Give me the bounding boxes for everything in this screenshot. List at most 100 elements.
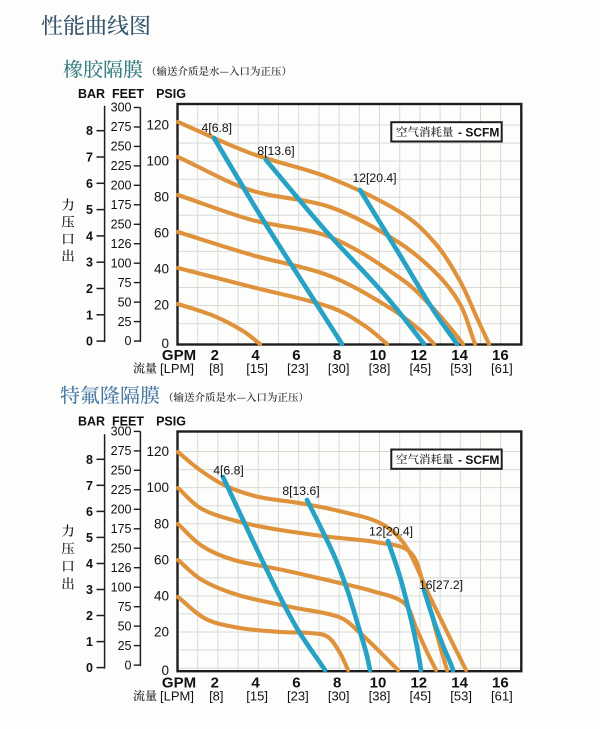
svg-text:2: 2	[211, 675, 219, 692]
svg-text:PSIG: PSIG	[156, 87, 186, 101]
svg-text:40: 40	[154, 589, 169, 604]
svg-text:- SCFM: - SCFM	[458, 453, 499, 467]
svg-text:6: 6	[292, 675, 300, 692]
svg-text:16: 16	[492, 347, 509, 364]
svg-text:120: 120	[146, 118, 169, 133]
svg-text:300: 300	[111, 101, 132, 115]
svg-text:25: 25	[118, 315, 132, 329]
svg-text:[15]: [15]	[246, 689, 268, 704]
svg-text:2: 2	[86, 609, 93, 623]
svg-text:FEET: FEET	[112, 414, 144, 428]
svg-text:175: 175	[111, 198, 132, 212]
svg-text:225: 225	[111, 159, 132, 173]
svg-text:4[6.8]: 4[6.8]	[202, 121, 233, 135]
svg-text:14: 14	[451, 347, 468, 364]
svg-text:16: 16	[492, 675, 509, 692]
svg-text:- SCFM: - SCFM	[458, 126, 499, 140]
svg-text:12: 12	[410, 347, 427, 364]
svg-text:7: 7	[86, 151, 93, 165]
svg-text:100: 100	[111, 580, 132, 594]
svg-text:60: 60	[154, 552, 169, 567]
svg-text:25: 25	[118, 639, 132, 653]
svg-text:[15]: [15]	[246, 361, 268, 376]
svg-text:BAR: BAR	[78, 87, 105, 101]
svg-text:75: 75	[118, 600, 132, 614]
svg-text:[30]: [30]	[328, 361, 350, 376]
svg-text:[45]: [45]	[409, 361, 431, 376]
svg-text:75: 75	[118, 276, 132, 290]
svg-text:50: 50	[118, 295, 132, 309]
svg-text:GPM: GPM	[162, 347, 196, 364]
svg-text:[23]: [23]	[287, 689, 309, 704]
svg-text:[38]: [38]	[369, 361, 391, 376]
svg-text:20: 20	[154, 625, 169, 640]
svg-text:40: 40	[154, 262, 169, 277]
svg-text:14: 14	[451, 675, 468, 692]
svg-text:8: 8	[333, 675, 341, 692]
svg-text:2: 2	[211, 347, 219, 364]
svg-text:PSIG: PSIG	[156, 414, 186, 428]
svg-text:[30]: [30]	[328, 689, 350, 704]
svg-text:0: 0	[161, 336, 169, 351]
svg-text:GPM: GPM	[162, 675, 196, 692]
svg-text:20: 20	[154, 298, 169, 313]
svg-text:6: 6	[86, 177, 93, 191]
svg-text:[53]: [53]	[450, 361, 472, 376]
svg-text:3: 3	[86, 256, 93, 270]
svg-text:300: 300	[111, 425, 132, 439]
svg-text:[45]: [45]	[409, 689, 431, 704]
svg-text:50: 50	[118, 619, 132, 633]
svg-text:[8]: [8]	[209, 361, 223, 376]
svg-text:0: 0	[161, 663, 169, 678]
svg-text:100: 100	[146, 154, 169, 169]
svg-text:[53]: [53]	[450, 689, 472, 704]
svg-text:12: 12	[410, 675, 427, 692]
svg-text:225: 225	[111, 483, 132, 497]
svg-text:200: 200	[111, 179, 132, 193]
svg-text:[LPM]: [LPM]	[160, 689, 194, 704]
svg-text:[38]: [38]	[369, 689, 391, 704]
svg-text:250: 250	[111, 542, 132, 556]
svg-text:126: 126	[111, 237, 132, 251]
svg-text:60: 60	[154, 226, 169, 241]
svg-text:80: 80	[154, 516, 169, 531]
svg-text:0: 0	[125, 334, 132, 348]
svg-text:8[13.6]: 8[13.6]	[282, 484, 319, 498]
svg-text:250: 250	[111, 140, 132, 154]
svg-text:7: 7	[86, 479, 93, 493]
svg-text:3: 3	[86, 583, 93, 597]
svg-text:275: 275	[111, 444, 132, 458]
svg-text:4: 4	[86, 229, 93, 243]
svg-text:1: 1	[86, 635, 93, 649]
svg-text:200: 200	[111, 503, 132, 517]
svg-text:[61]: [61]	[491, 689, 513, 704]
svg-text:10: 10	[370, 347, 387, 364]
svg-text:275: 275	[111, 120, 132, 134]
svg-text:16[27.2]: 16[27.2]	[419, 578, 463, 592]
svg-text:100: 100	[111, 256, 132, 270]
svg-text:BAR: BAR	[78, 414, 105, 428]
svg-text:0: 0	[86, 335, 93, 349]
svg-text:80: 80	[154, 190, 169, 205]
svg-text:1: 1	[86, 308, 93, 322]
svg-text:100: 100	[146, 480, 169, 495]
svg-text:[LPM]: [LPM]	[160, 361, 194, 376]
svg-text:[8]: [8]	[209, 689, 223, 704]
svg-text:0: 0	[86, 661, 93, 675]
svg-text:10: 10	[370, 675, 387, 692]
svg-text:[61]: [61]	[491, 361, 513, 376]
svg-text:4: 4	[251, 347, 260, 364]
svg-text:[23]: [23]	[287, 361, 309, 376]
svg-text:8: 8	[86, 124, 93, 138]
svg-text:2: 2	[86, 282, 93, 296]
svg-text:126: 126	[111, 561, 132, 575]
svg-text:120: 120	[146, 444, 169, 459]
svg-text:8[13.6]: 8[13.6]	[257, 144, 294, 158]
svg-text:175: 175	[111, 522, 132, 536]
svg-text:12[20.4]: 12[20.4]	[352, 171, 396, 185]
svg-text:0: 0	[125, 658, 132, 672]
svg-text:FEET: FEET	[112, 87, 144, 101]
svg-text:6: 6	[292, 347, 300, 364]
svg-text:250: 250	[111, 218, 132, 232]
svg-text:4: 4	[251, 675, 260, 692]
